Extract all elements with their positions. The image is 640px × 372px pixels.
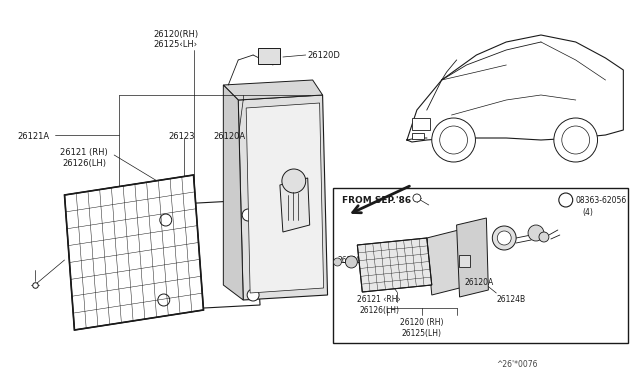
Text: 26123: 26123 [169,132,195,141]
Polygon shape [280,178,310,232]
Circle shape [440,126,467,154]
Text: ^26'*0076: ^26'*0076 [496,360,538,369]
Circle shape [247,289,259,301]
Text: 26126(LH): 26126(LH) [359,306,399,315]
Text: (4): (4) [582,208,593,217]
Circle shape [559,193,573,207]
Text: FROM SEP.'86: FROM SEP.'86 [342,196,412,205]
Text: 26125(LH): 26125(LH) [402,329,442,338]
Bar [333,188,628,343]
Polygon shape [238,95,328,300]
Text: S: S [564,197,568,203]
Circle shape [562,126,589,154]
Circle shape [282,169,306,193]
Circle shape [554,118,598,162]
Polygon shape [223,80,323,100]
Text: 26125‹LH›: 26125‹LH› [154,40,198,49]
Circle shape [432,118,476,162]
Text: 26124B: 26124B [496,295,525,304]
Text: 26120D: 26120D [308,51,340,60]
Bar [412,133,424,139]
Circle shape [539,232,549,242]
Circle shape [346,256,357,268]
Polygon shape [223,85,243,300]
Polygon shape [65,175,204,330]
Text: 26120A: 26120A [465,278,494,287]
Text: 26121 (RH): 26121 (RH) [60,148,108,157]
Text: 26126(LH): 26126(LH) [63,159,106,168]
Polygon shape [427,228,472,295]
Bar [258,48,280,64]
Text: 26121 ‹RH›: 26121 ‹RH› [357,295,401,304]
Polygon shape [246,103,324,293]
Text: 26120A: 26120A [213,132,246,141]
Circle shape [160,214,172,226]
Polygon shape [161,200,260,310]
Bar [412,118,430,130]
Circle shape [497,231,511,245]
Circle shape [242,209,254,221]
Bar [459,255,470,267]
Circle shape [158,294,170,306]
Text: 26120D: 26120D [337,256,367,265]
Circle shape [333,258,342,266]
Polygon shape [456,218,488,297]
Text: 26120(RH): 26120(RH) [154,30,199,39]
Text: 08363-62056: 08363-62056 [576,196,627,205]
Circle shape [528,225,544,241]
Text: 26120 (RH): 26120 (RH) [400,318,444,327]
Polygon shape [357,238,432,292]
Circle shape [492,226,516,250]
Circle shape [413,194,421,202]
Text: 26121A: 26121A [18,132,50,141]
